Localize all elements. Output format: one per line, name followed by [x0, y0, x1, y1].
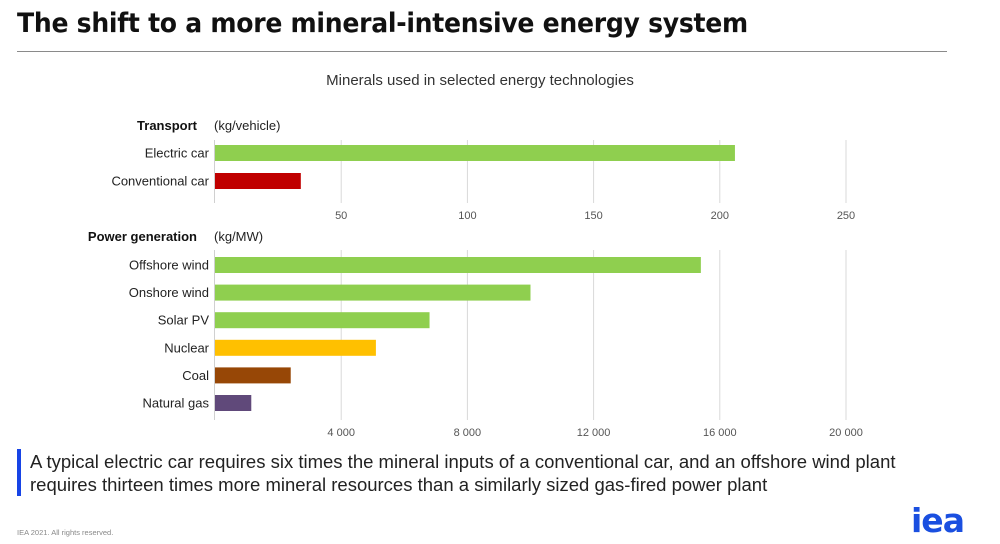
transport-tick-label: 150 — [584, 210, 602, 222]
power-tick-label: 20 000 — [829, 427, 863, 439]
transport-bar-electric-car — [215, 145, 735, 161]
power-category-label: Offshore wind — [129, 258, 209, 273]
chart-subtitle: Minerals used in selected energy technol… — [326, 72, 634, 89]
transport-tick-label: 200 — [711, 210, 729, 222]
power-tick-label: 8 000 — [454, 427, 482, 439]
power-category-label: Nuclear — [164, 340, 209, 355]
power-unit-label: (kg/MW) — [214, 229, 263, 244]
page-title: The shift to a more mineral-intensive en… — [17, 8, 748, 39]
power-category-label: Natural gas — [143, 396, 210, 411]
power-category-label: Onshore wind — [129, 285, 209, 300]
transport-category-label: Conventional car — [111, 174, 209, 189]
transport-unit-label: (kg/vehicle) — [214, 118, 280, 133]
chart-area: 50 100 150 200 250 Transport (kg/vehicle) Elect… — [88, 118, 863, 439]
power-bar-solar-pv — [215, 312, 430, 329]
power-tick-label: 16 000 — [703, 427, 737, 439]
power-category-label: Solar PV — [158, 313, 210, 328]
copyright-notice: IEA 2021. All rights reserved. — [17, 528, 114, 537]
title-divider — [17, 51, 947, 52]
power-bar-nuclear — [215, 339, 376, 356]
transport-tick-label: 100 — [458, 210, 476, 222]
caption-accent-bar — [17, 449, 21, 496]
transport-tick-label: 250 — [837, 210, 855, 222]
iea-logo: iea — [911, 501, 965, 540]
power-bar-coal — [215, 367, 291, 384]
power-bar-onshore-wind — [215, 284, 531, 301]
power-category-label: Coal — [182, 368, 209, 383]
transport-group-title: Transport — [137, 118, 198, 133]
transport-tick-label: 50 — [335, 210, 347, 222]
power-group-title: Power generation — [88, 229, 197, 244]
caption-text: A typical electric car requires six time… — [30, 451, 896, 495]
power-tick-label: 4 000 — [327, 427, 355, 439]
power-tick-label: 12 000 — [577, 427, 611, 439]
transport-bar-conventional-car — [215, 173, 301, 189]
power-bar-natural-gas — [215, 395, 252, 411]
power-bar-offshore-wind — [215, 257, 701, 273]
transport-category-label: Electric car — [145, 146, 210, 161]
